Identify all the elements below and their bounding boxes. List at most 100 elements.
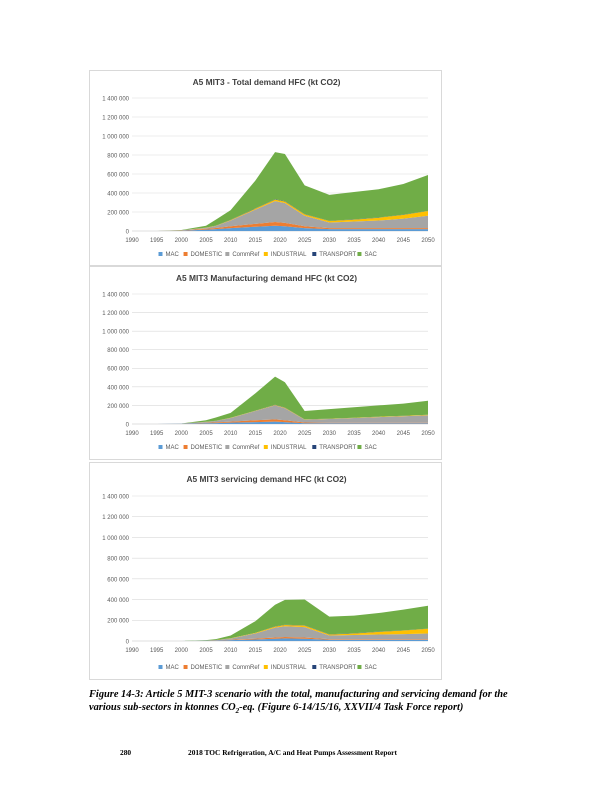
x-tick-label: 2050	[421, 238, 435, 244]
legend-swatch-domestic	[183, 665, 188, 669]
y-tick-label: 1 400 000	[102, 96, 129, 102]
x-tick-label: 2000	[175, 648, 189, 654]
y-tick-label: 0	[126, 229, 130, 235]
y-tick-label: 400 000	[107, 385, 129, 391]
legend-swatch-mac	[158, 665, 163, 669]
x-tick-label: 1990	[125, 431, 139, 437]
x-tick-label: 2035	[347, 238, 361, 244]
y-tick-label: 1 400 000	[102, 494, 129, 500]
legend-swatch-transport	[312, 252, 317, 256]
x-tick-label: 1995	[150, 431, 164, 437]
y-tick-label: 200 000	[107, 404, 129, 410]
legend-label-commref: CommRef	[232, 665, 259, 671]
legend-label-sac: SAC	[364, 665, 377, 671]
x-tick-label: 2030	[323, 431, 337, 437]
page-number: 280	[120, 748, 132, 757]
x-tick-label: 2020	[273, 648, 287, 654]
x-tick-label: 2035	[347, 648, 361, 654]
y-tick-label: 0	[126, 422, 130, 428]
caption-text: Figure 14-3: Article 5 MIT-3 scenario wi…	[89, 689, 508, 713]
total-demand-chart: A5 MIT3 - Total demand HFC (kt CO2) 0 200 …	[89, 70, 442, 266]
y-tick-label: 1 000 000	[102, 330, 129, 336]
legend-swatch-sac	[357, 445, 362, 449]
y-tick-label: 600 000	[107, 172, 129, 178]
legend-label-transport: TRANSPORT	[319, 445, 356, 451]
legend-swatch-commref	[225, 665, 230, 669]
x-tick-label: 2010	[224, 238, 238, 244]
x-tick-label: 1990	[125, 648, 139, 654]
legend-label-commref: CommRef	[232, 252, 259, 258]
area-mac	[132, 421, 428, 424]
y-tick-label: 0	[126, 639, 130, 645]
legend-label-mac: MAC	[166, 445, 180, 451]
y-tick-label: 800 000	[107, 153, 129, 159]
legend-label-industrial: INDUSTRIAL	[271, 665, 307, 671]
x-tick-label: 2005	[199, 431, 213, 437]
x-tick-label: 2040	[372, 431, 386, 437]
legend-label-mac: MAC	[166, 665, 180, 671]
legend-label-domestic: DOMESTIC	[191, 665, 223, 671]
legend-swatch-industrial	[263, 665, 268, 669]
x-tick-label: 2025	[298, 431, 312, 437]
legend-swatch-commref	[225, 445, 230, 449]
legend-label-transport: TRANSPORT	[319, 665, 356, 671]
legend-label-commref: CommRef	[232, 445, 259, 451]
chart-svg: A5 MIT3 Manufacturing demand HFC (kt CO2…	[102, 273, 435, 451]
y-tick-label: 400 000	[107, 598, 129, 604]
legend-swatch-sac	[357, 252, 362, 256]
y-tick-label: 200 000	[107, 619, 129, 625]
legend-label-mac: MAC	[166, 252, 180, 258]
x-tick-label: 2020	[273, 431, 287, 437]
x-tick-label: 2010	[224, 648, 238, 654]
legend-swatch-domestic	[183, 445, 188, 449]
x-tick-label: 2015	[249, 648, 263, 654]
legend-label-sac: SAC	[364, 252, 377, 258]
footer-title: 2018 TOC Refrigeration, A/C and Heat Pum…	[188, 748, 397, 757]
x-tick-label: 2045	[397, 648, 411, 654]
area-mac	[132, 225, 428, 231]
y-tick-label: 400 000	[107, 191, 129, 197]
legend-swatch-industrial	[263, 445, 268, 449]
x-tick-label: 2005	[199, 238, 213, 244]
x-tick-label: 2030	[323, 648, 337, 654]
x-tick-label: 2030	[323, 238, 337, 244]
legend-label-domestic: DOMESTIC	[191, 252, 223, 258]
chart-svg: A5 MIT3 - Total demand HFC (kt CO2) 0 200 …	[102, 77, 435, 258]
x-tick-label: 2025	[298, 238, 312, 244]
area-sac	[132, 376, 428, 424]
x-tick-label: 2050	[421, 431, 435, 437]
legend-swatch-industrial	[263, 252, 268, 256]
y-tick-label: 1 200 000	[102, 515, 129, 521]
x-tick-label: 2050	[421, 648, 435, 654]
legend-swatch-mac	[158, 252, 163, 256]
x-tick-label: 2000	[175, 238, 189, 244]
y-tick-label: 600 000	[107, 367, 129, 373]
chart-svg: A5 MIT3 servicing demand HFC (kt CO2) 0 20…	[102, 474, 435, 671]
y-tick-label: 1 400 000	[102, 292, 129, 298]
x-tick-label: 2005	[199, 648, 213, 654]
legend-swatch-sac	[357, 665, 362, 669]
x-tick-label: 2000	[175, 431, 189, 437]
y-tick-label: 800 000	[107, 557, 129, 563]
y-tick-label: 800 000	[107, 348, 129, 354]
chart-title: A5 MIT3 servicing demand HFC (kt CO2)	[186, 474, 346, 484]
chart-title: A5 MIT3 - Total demand HFC (kt CO2)	[193, 77, 341, 87]
area-domestic	[132, 221, 428, 231]
y-tick-label: 200 000	[107, 210, 129, 216]
area-domestic	[132, 419, 428, 424]
y-tick-label: 1 200 000	[102, 311, 129, 317]
x-tick-label: 2015	[249, 238, 263, 244]
manufacturing-demand-chart: A5 MIT3 Manufacturing demand HFC (kt CO2…	[89, 266, 442, 460]
legend-swatch-mac	[158, 445, 163, 449]
x-tick-label: 2010	[224, 431, 238, 437]
x-tick-label: 1990	[125, 238, 139, 244]
legend-swatch-domestic	[183, 252, 188, 256]
legend-swatch-transport	[312, 445, 317, 449]
x-tick-label: 2045	[397, 238, 411, 244]
figure-caption: Figure 14-3: Article 5 MIT-3 scenario wi…	[89, 688, 539, 718]
servicing-demand-chart: A5 MIT3 servicing demand HFC (kt CO2) 0 20…	[89, 462, 442, 680]
y-tick-label: 1 200 000	[102, 115, 129, 121]
x-tick-label: 2025	[298, 648, 312, 654]
legend-label-industrial: INDUSTRIAL	[271, 252, 307, 258]
x-tick-label: 2020	[273, 238, 287, 244]
